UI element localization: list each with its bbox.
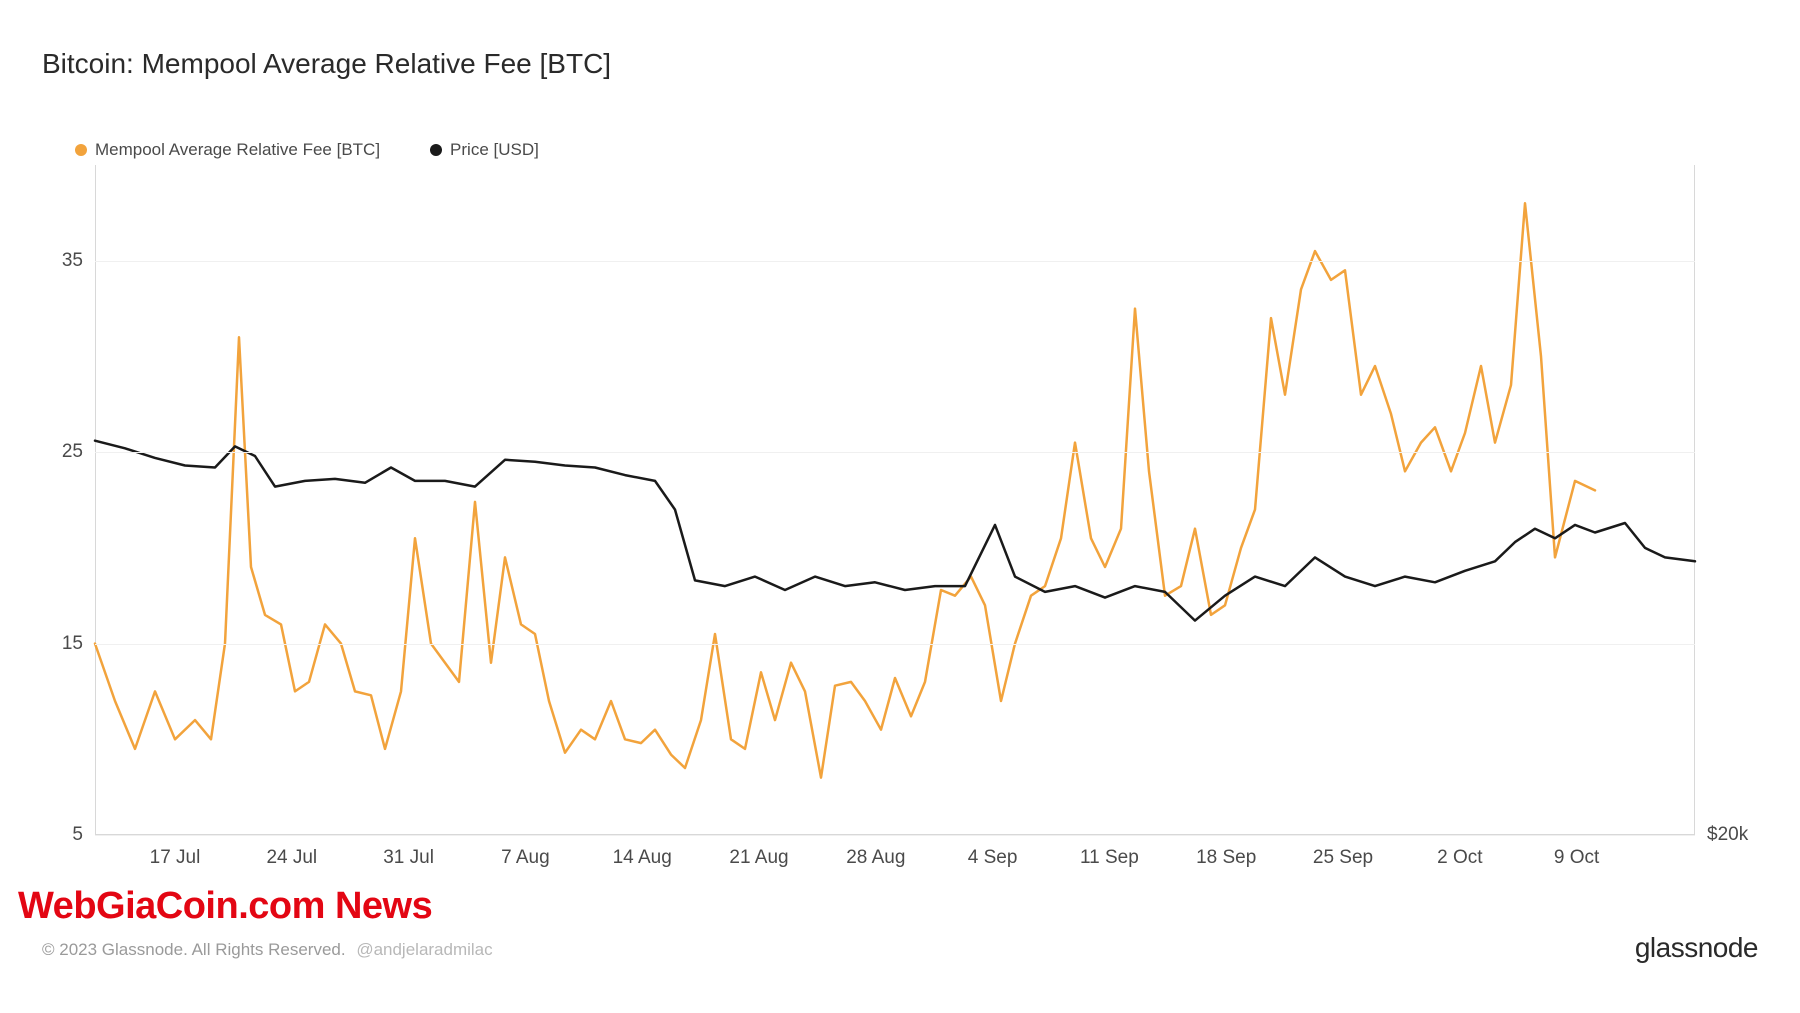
x-tick-label: 14 Aug (613, 847, 672, 869)
legend: Mempool Average Relative Fee [BTC] Price… (75, 140, 539, 160)
plot-area: 5152535$20k17 Jul24 Jul31 Jul7 Aug14 Aug… (95, 165, 1695, 835)
legend-item-fee: Mempool Average Relative Fee [BTC] (75, 140, 380, 160)
price-line (95, 441, 1695, 621)
brand-logo-text: glassnode (1635, 932, 1758, 964)
watermark-text: WebGiaCoin.com News (18, 885, 432, 928)
x-tick-label: 17 Jul (150, 847, 201, 869)
x-tick-label: 31 Jul (383, 847, 434, 869)
legend-label-price: Price [USD] (450, 140, 539, 160)
fee-line (95, 203, 1595, 777)
x-tick-label: 11 Sep (1080, 847, 1139, 869)
y2-tick-label: $20k (1707, 824, 1748, 846)
author-handle: @andjelaradmilac (356, 940, 492, 959)
gridline (95, 644, 1695, 645)
x-tick-label: 7 Aug (501, 847, 550, 869)
y-tick-label: 5 (72, 824, 83, 846)
chart-title: Bitcoin: Mempool Average Relative Fee [B… (42, 48, 611, 80)
gridline (95, 261, 1695, 262)
x-tick-label: 2 Oct (1437, 847, 1482, 869)
gridline (95, 835, 1695, 836)
x-tick-label: 28 Aug (846, 847, 905, 869)
legend-item-price: Price [USD] (430, 140, 539, 160)
copyright-text: © 2023 Glassnode. All Rights Reserved. @… (42, 940, 493, 960)
x-tick-label: 21 Aug (729, 847, 788, 869)
chart-svg (95, 165, 1695, 835)
x-tick-label: 9 Oct (1554, 847, 1599, 869)
x-tick-label: 24 Jul (266, 847, 317, 869)
y-tick-label: 35 (62, 250, 83, 272)
y-tick-label: 25 (62, 441, 83, 463)
legend-dot-price (430, 144, 442, 156)
gridline (95, 452, 1695, 453)
copyright-label: © 2023 Glassnode. All Rights Reserved. (42, 940, 346, 959)
x-tick-label: 18 Sep (1196, 847, 1256, 869)
legend-label-fee: Mempool Average Relative Fee [BTC] (95, 140, 380, 160)
y-tick-label: 15 (62, 633, 83, 655)
x-tick-label: 25 Sep (1313, 847, 1373, 869)
x-tick-label: 4 Sep (968, 847, 1018, 869)
legend-dot-fee (75, 144, 87, 156)
